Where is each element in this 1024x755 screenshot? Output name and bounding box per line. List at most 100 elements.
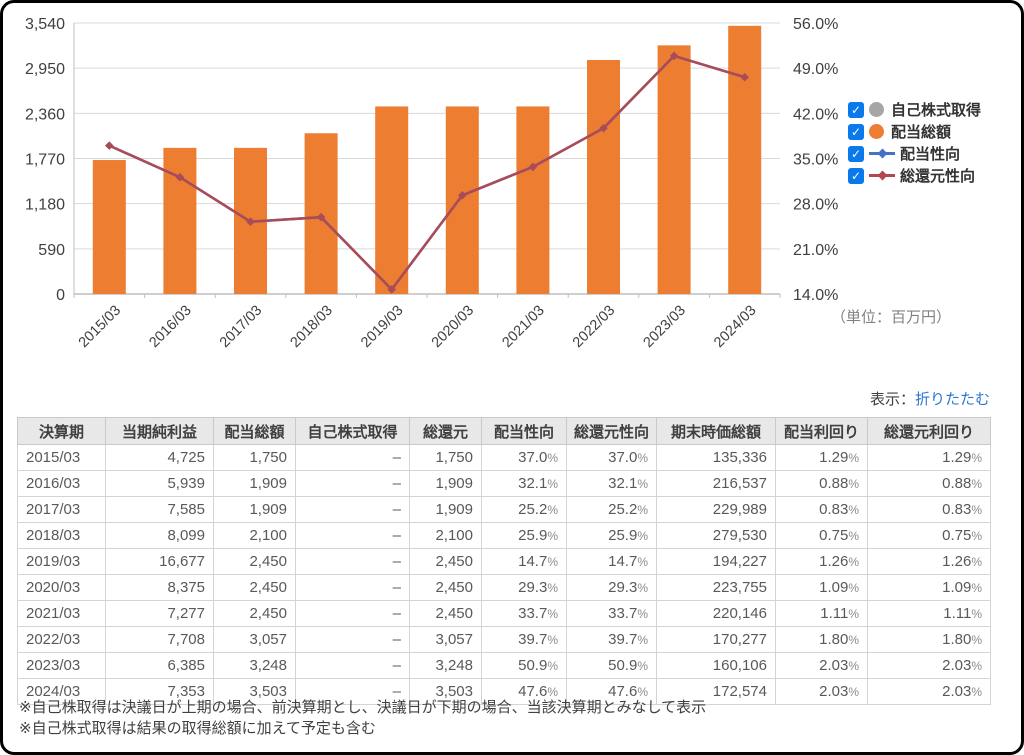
legend-checkbox[interactable]: ✓	[848, 145, 864, 162]
value-cell: 1.09%	[867, 574, 991, 601]
percent-sign: %	[971, 555, 982, 569]
percent-sign: %	[848, 685, 859, 699]
value-cell: –	[295, 470, 410, 497]
value-cell: –	[295, 548, 410, 575]
table-row: 2019/03 16,677 2,450–2,450 14.7% 14.7% 194,22…	[17, 548, 991, 575]
value-cell: 1.29%	[867, 444, 991, 471]
left-axis-tick: 590	[38, 242, 65, 259]
value-cell: 1.26%	[775, 548, 868, 575]
percent-sign: %	[848, 633, 859, 647]
percent-sign: %	[971, 451, 982, 465]
marker-総還元性向	[458, 191, 467, 200]
line-総還元性向	[108, 54, 746, 292]
value-cell: 3,248	[213, 652, 296, 679]
marker-総還元性向	[175, 173, 185, 182]
percent-sign: %	[848, 659, 859, 673]
bar-配当総額	[657, 45, 691, 295]
percent-sign: %	[637, 477, 648, 491]
legend-label: 配当性向	[900, 146, 961, 163]
right-axis-tick: 49.0%	[793, 61, 838, 78]
combo-chart: 0 14.0% 590 21.0% 1,180 28.0% 1,770 35.0% 2,360 4…	[25, 16, 838, 351]
bar-配当総額	[163, 147, 197, 294]
value-cell: 2,450	[213, 574, 296, 601]
value-cell: –	[295, 574, 410, 601]
footnotes: ※自己株取得は決議日が上期の場合、前決算期とし、決議日が下期の場合、当該決算期と…	[19, 697, 706, 739]
value-cell: 32.1%	[566, 470, 657, 497]
legend-label: 総還元性向	[900, 168, 976, 185]
legend-checkbox[interactable]: ✓	[848, 101, 864, 118]
percent-sign: %	[848, 529, 859, 543]
check-icon: ✓	[850, 102, 862, 117]
collapse-link[interactable]: 折りたたむ	[914, 391, 990, 408]
percent-sign: %	[547, 581, 558, 595]
x-axis-label: 2017/03	[217, 303, 265, 351]
value-cell: 2.03%	[867, 652, 991, 679]
x-axis-label: 2018/03	[288, 303, 336, 351]
table-header-row: 決算期 当期純利益 配当総額 自己株式取得 総還元 配当性向 総還元性向 期末時価総額 配当利回…	[17, 417, 991, 445]
value-cell: 32.1%	[481, 470, 567, 497]
table-row: 2021/03 7,277 2,450–2,450 33.7% 33.7% 220,146…	[17, 600, 991, 627]
value-cell: 1.80%	[775, 626, 868, 653]
table-row: 2023/03 6,385 3,248–3,248 50.9% 50.9% 160,106…	[17, 652, 991, 679]
value-cell: 0.75%	[775, 522, 868, 549]
marker-総還元性向	[528, 162, 538, 172]
table-row: 2022/03 7,708 3,057–3,057 39.7% 39.7% 170,277…	[17, 626, 991, 653]
percent-sign: %	[971, 633, 982, 647]
x-axis-label: 2022/03	[570, 303, 618, 351]
table-row: 2016/03 5,939 1,909–1,909 32.1% 32.1% 216,537…	[17, 470, 991, 497]
right-axis-tick: 21.0%	[793, 242, 838, 259]
right-axis-tick: 35.0%	[793, 152, 838, 169]
x-axis-label: 2023/03	[641, 303, 689, 351]
value-cell: 2,100	[213, 522, 296, 549]
percent-sign: %	[971, 529, 982, 543]
value-cell: 3,057	[409, 626, 482, 653]
financial-table: 決算期 当期純利益 配当総額 自己株式取得 総還元 配当性向 総還元性向 期末時価総額 配当利回…	[17, 417, 991, 705]
x-axis-label: 2016/03	[146, 303, 194, 351]
right-axis-tick: 28.0%	[793, 197, 838, 214]
percent-sign: %	[637, 529, 648, 543]
value-cell: 216,537	[656, 470, 776, 497]
left-axis-tick: 1,180	[25, 197, 65, 214]
legend-item-配当総額: ✓ 配当総額	[848, 123, 981, 141]
marker-総還元性向	[246, 217, 255, 226]
legend-label: 自己株式取得	[891, 102, 982, 119]
fiscal-period-cell: 2018/03	[17, 522, 106, 549]
value-cell: 1,909	[213, 496, 296, 523]
value-cell: 7,585	[105, 496, 214, 523]
check-icon: ✓	[850, 124, 862, 139]
column-header: 配当性向	[481, 417, 567, 445]
legend-checkbox[interactable]: ✓	[848, 123, 864, 140]
percent-sign: %	[848, 581, 859, 595]
fiscal-period-cell: 2015/03	[17, 444, 106, 471]
value-cell: 1.11%	[867, 600, 991, 627]
column-header: 総還元利回り	[867, 417, 991, 445]
percent-sign: %	[971, 503, 982, 517]
value-cell: 2,100	[409, 522, 482, 549]
value-cell: 16,677	[105, 548, 214, 575]
value-cell: 3,503	[409, 678, 482, 705]
percent-sign: %	[547, 607, 558, 621]
percent-sign: %	[547, 529, 558, 543]
value-cell: 2,450	[409, 574, 482, 601]
value-cell: 2,450	[409, 600, 482, 627]
value-cell: 279,530	[656, 522, 776, 549]
legend-checkbox[interactable]: ✓	[848, 167, 864, 184]
value-cell: 7,708	[105, 626, 214, 653]
percent-sign: %	[971, 477, 982, 491]
value-cell: 4,725	[105, 444, 214, 471]
value-cell: 3,503	[213, 678, 296, 705]
x-axis-label: 2021/03	[499, 303, 547, 351]
left-axis-tick: 0	[56, 287, 65, 304]
value-cell: 1,909	[409, 470, 482, 497]
marker-総還元性向	[740, 73, 749, 82]
column-header: 配当利回り	[775, 417, 868, 445]
percent-sign: %	[848, 477, 859, 491]
x-axis-label: 2020/03	[429, 303, 477, 351]
percent-sign: %	[848, 555, 859, 569]
value-cell: 2.03%	[775, 652, 868, 679]
value-cell: 2.03%	[775, 678, 868, 705]
legend-line-icon	[869, 148, 895, 159]
chart-legend: ✓ 自己株式取得 ✓ 配当総額 ✓ 配当性向 ✓ 総還元性向	[848, 101, 981, 189]
percent-sign: %	[637, 451, 648, 465]
value-cell: 229,989	[656, 496, 776, 523]
